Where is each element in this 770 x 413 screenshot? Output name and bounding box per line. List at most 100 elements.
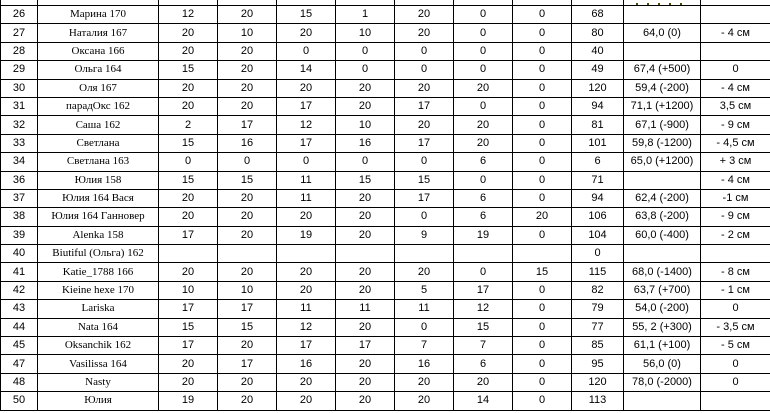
score-cell[interactable]: 17 [394, 133, 454, 154]
delta-cell[interactable]: - 9 см [700, 115, 770, 135]
score-cell[interactable]: 20 [217, 41, 277, 62]
result-cell[interactable] [623, 41, 701, 62]
score-cell[interactable]: 0 [453, 41, 513, 62]
score-cell[interactable]: 20 [158, 207, 218, 227]
score-cell[interactable]: 20 [335, 207, 395, 227]
score-cell[interactable]: 19 [453, 225, 513, 246]
row-number-cell[interactable]: 43 [0, 299, 38, 319]
total-cell[interactable]: 95 [571, 354, 624, 374]
score-cell[interactable]: 0 [512, 96, 572, 117]
row-number-cell[interactable]: 29 [0, 60, 38, 80]
result-cell[interactable]: 59,4 (-200) [623, 78, 701, 98]
score-cell[interactable]: 20 [158, 41, 218, 62]
score-cell[interactable]: 20 [158, 262, 218, 282]
score-cell[interactable]: 16 [217, 133, 277, 154]
score-cell[interactable]: 20 [217, 96, 277, 117]
score-cell[interactable]: 20 [217, 391, 277, 411]
delta-cell[interactable]: -1 см [700, 188, 770, 209]
score-cell[interactable]: 6 [453, 188, 513, 209]
score-cell[interactable]: 0 [453, 96, 513, 117]
total-cell[interactable]: 49 [571, 60, 624, 80]
score-cell[interactable]: 0 [394, 60, 454, 80]
score-cell[interactable]: 20 [276, 280, 336, 301]
score-cell[interactable]: 20 [453, 133, 513, 154]
name-cell[interactable]: Светлана 163 [37, 152, 159, 172]
result-cell[interactable] [623, 391, 701, 411]
total-cell[interactable]: 77 [571, 317, 624, 338]
score-cell[interactable]: 0 [276, 152, 336, 172]
score-cell[interactable]: 12 [276, 317, 336, 338]
result-cell[interactable]: 64,0 (0) [623, 23, 701, 43]
score-cell[interactable]: 20 [453, 78, 513, 98]
score-cell[interactable]: 17 [335, 336, 395, 356]
score-cell[interactable]: 0 [453, 60, 513, 80]
score-cell[interactable]: 15 [453, 317, 513, 338]
score-cell[interactable]: 0 [512, 188, 572, 209]
row-number-cell[interactable]: 47 [0, 354, 38, 374]
score-cell[interactable]: 10 [335, 115, 395, 135]
score-cell[interactable]: 17 [217, 354, 277, 374]
score-cell[interactable]: 2 [158, 115, 218, 135]
score-cell[interactable]: 20 [158, 96, 218, 117]
score-cell[interactable]: 15 [335, 170, 395, 190]
score-cell[interactable]: 1 [335, 4, 395, 25]
score-cell[interactable]: 0 [512, 317, 572, 338]
score-cell[interactable]: 12 [158, 4, 218, 25]
result-cell[interactable]: 63,7 (+700) [623, 280, 701, 301]
total-cell[interactable]: 106 [571, 207, 624, 227]
result-cell[interactable] [623, 4, 701, 25]
score-cell[interactable]: 0 [512, 280, 572, 301]
row-number-cell[interactable]: 28 [0, 41, 38, 62]
score-cell[interactable]: 20 [335, 96, 395, 117]
total-cell[interactable]: 80 [571, 23, 624, 43]
name-cell[interactable]: Светлана [37, 133, 159, 154]
score-cell[interactable]: 0 [217, 152, 277, 172]
score-cell[interactable]: 11 [276, 188, 336, 209]
score-cell[interactable]: 15 [217, 170, 277, 190]
score-cell[interactable]: 20 [394, 4, 454, 25]
score-cell[interactable]: 15 [158, 133, 218, 154]
delta-cell[interactable] [700, 41, 770, 62]
score-cell[interactable] [394, 244, 454, 264]
total-cell[interactable]: 85 [571, 336, 624, 356]
score-cell[interactable]: 15 [394, 170, 454, 190]
name-cell[interactable]: Оля 167 [37, 78, 159, 98]
score-cell[interactable]: 0 [512, 170, 572, 190]
score-cell[interactable] [453, 244, 513, 264]
total-cell[interactable]: 94 [571, 96, 624, 117]
total-cell[interactable]: 120 [571, 78, 624, 98]
score-cell[interactable]: 20 [512, 207, 572, 227]
score-cell[interactable]: 20 [394, 391, 454, 411]
score-cell[interactable]: 0 [335, 152, 395, 172]
score-cell[interactable]: 16 [394, 354, 454, 374]
total-cell[interactable]: 79 [571, 299, 624, 319]
delta-cell[interactable]: - 9 см [700, 207, 770, 227]
score-cell[interactable]: 0 [512, 354, 572, 374]
delta-cell[interactable]: 0 [700, 354, 770, 374]
score-cell[interactable]: 0 [453, 4, 513, 25]
row-number-cell[interactable]: 38 [0, 207, 38, 227]
score-cell[interactable]: 0 [512, 4, 572, 25]
name-cell[interactable]: Марина 170 [37, 4, 159, 25]
name-cell[interactable]: Оксана 166 [37, 41, 159, 62]
score-cell[interactable]: 20 [335, 372, 395, 393]
row-number-cell[interactable]: 34 [0, 152, 38, 172]
delta-cell[interactable]: - 2 см [700, 225, 770, 246]
score-cell[interactable]: 6 [453, 354, 513, 374]
delta-cell[interactable]: - 5 см [700, 336, 770, 356]
name-cell[interactable]: Vasilissa 164 [37, 354, 159, 374]
total-cell[interactable]: 6 [571, 152, 624, 172]
score-cell[interactable]: 11 [276, 299, 336, 319]
total-cell[interactable]: 0 [571, 244, 624, 264]
score-cell[interactable]: 0 [512, 23, 572, 43]
delta-cell[interactable]: - 3,5 см [700, 317, 770, 338]
score-cell[interactable]: 0 [394, 152, 454, 172]
score-cell[interactable]: 0 [453, 23, 513, 43]
score-cell[interactable]: 20 [276, 207, 336, 227]
delta-cell[interactable]: - 4 см [700, 23, 770, 43]
row-number-cell[interactable]: 40 [0, 244, 38, 264]
score-cell[interactable]: 0 [394, 317, 454, 338]
score-cell[interactable]: 0 [512, 299, 572, 319]
result-cell[interactable]: 67,4 (+500) [623, 60, 701, 80]
score-cell[interactable]: 17 [276, 133, 336, 154]
